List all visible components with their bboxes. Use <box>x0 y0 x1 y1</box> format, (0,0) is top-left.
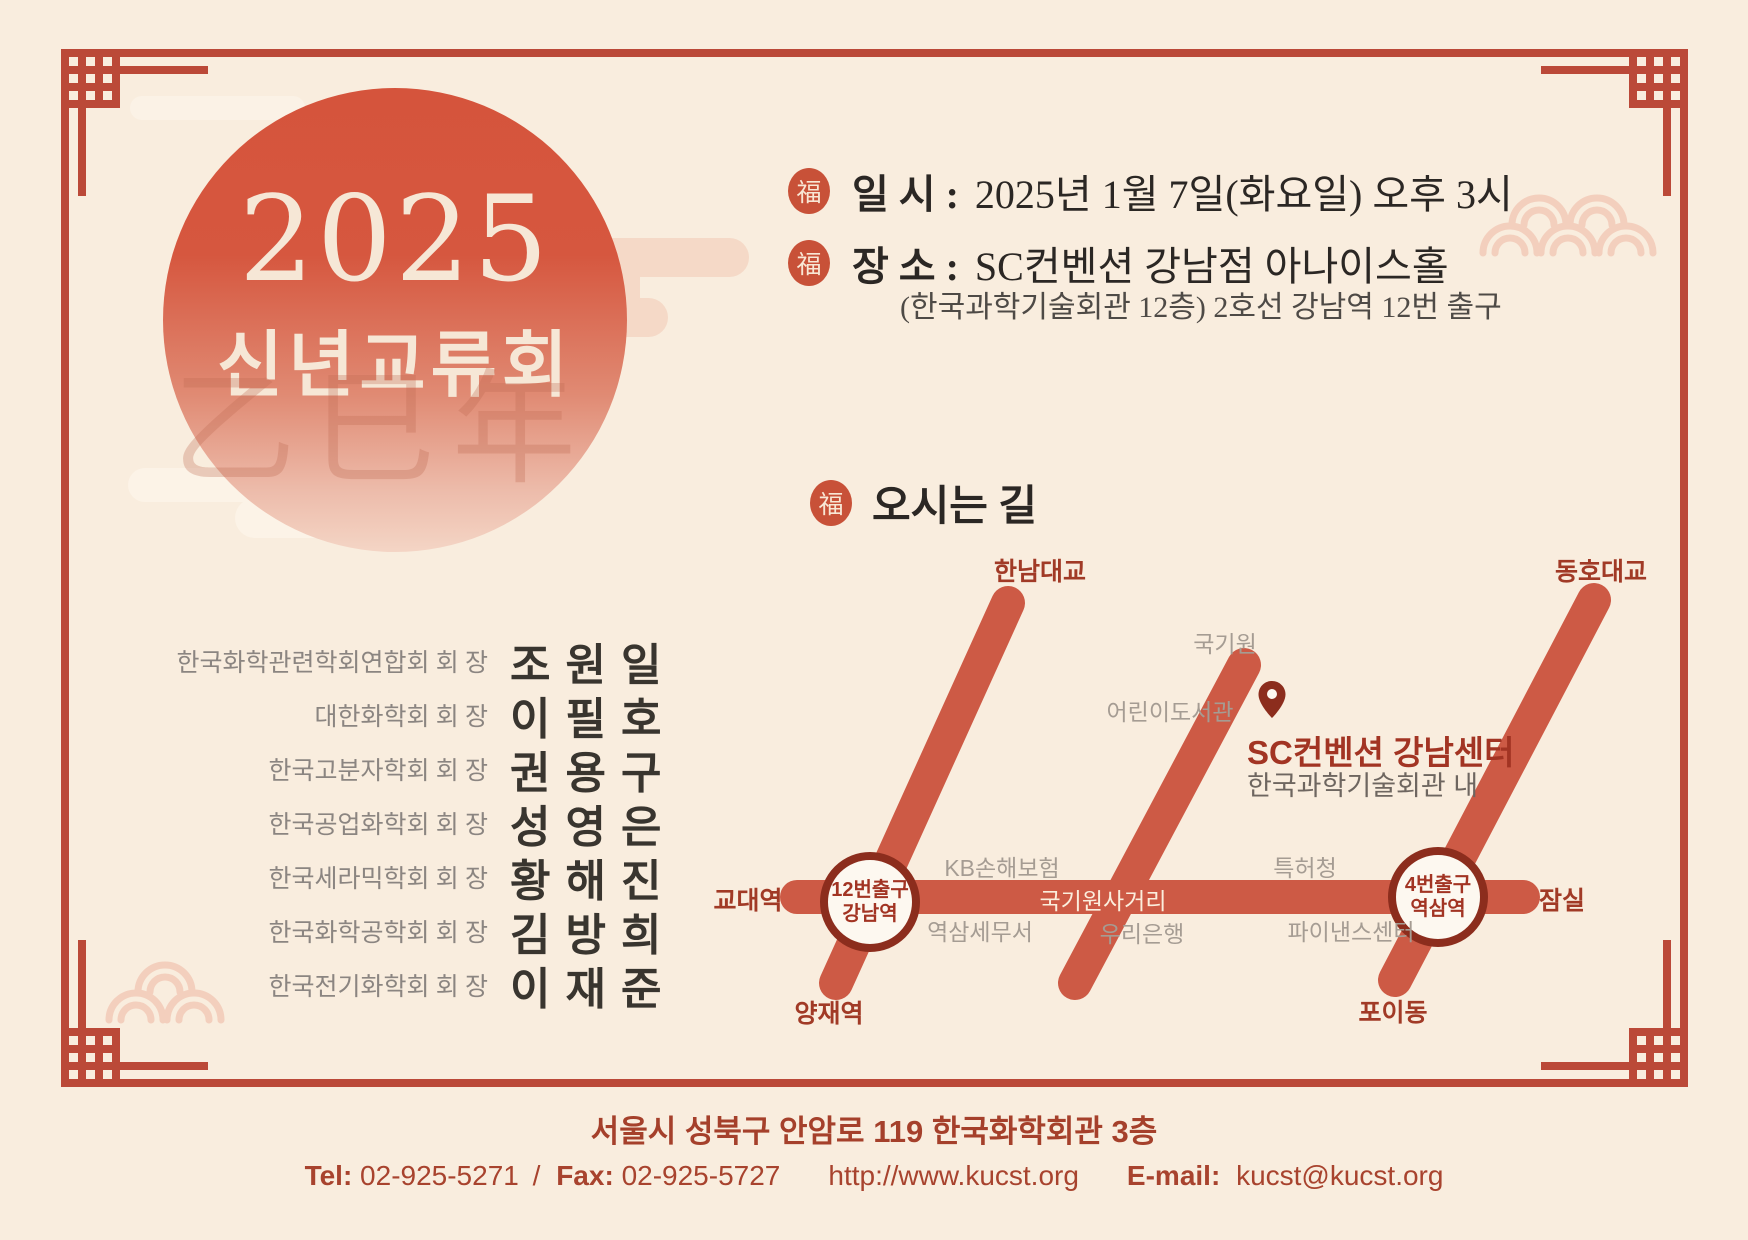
map-label-children-library: 어린이도서관 <box>1106 699 1234 725</box>
president-name: 성영은 <box>510 803 677 852</box>
hero-circle: 2025 신년교류회 <box>163 88 627 552</box>
directions-heading: 福 오시는 길 <box>810 472 1037 533</box>
footer-email: E-mail: kucst@kucst.org <box>1127 1160 1444 1192</box>
hero-title: 신년교류회 <box>216 326 574 406</box>
email-value: kucst@kucst.org <box>1236 1160 1444 1191</box>
president-name: 권용구 <box>510 749 677 798</box>
datetime-value: 2025년 1월 7일(화요일) 오후 3시 <box>974 172 1513 217</box>
station-exit: 4번출구 <box>1404 874 1472 896</box>
road-gukgiwon <box>1058 648 1261 1000</box>
president-name: 김방희 <box>510 911 677 960</box>
president-row: 한국전기화학회 회 장 이재준 <box>128 958 661 1014</box>
corner-lattice-top-left <box>61 49 208 196</box>
president-name: 조원일 <box>510 641 677 690</box>
fax-label: Fax: <box>556 1160 614 1191</box>
president-row: 한국공업화학회 회 장 성영은 <box>128 796 661 852</box>
map-label-woori-bank: 우리은행 <box>1099 921 1185 947</box>
map-label-gukgiwon: 국기원 <box>1193 631 1257 657</box>
map-roads-svg <box>780 583 1611 1000</box>
map-label-gyodae: 교대역 <box>713 887 783 915</box>
footer-address: 서울시 성북구 안암로 119 한국화학회관 3층 <box>590 1114 1158 1149</box>
venue-value: SC컨벤션 강남점 아나이스홀 <box>974 244 1449 289</box>
map-label-intersection: 국기원사거리 <box>1039 888 1167 914</box>
station-exit: 12번출구 <box>831 879 909 901</box>
frame-lines <box>61 49 1688 1087</box>
map-label-patent-office: 특허청 <box>1273 855 1337 881</box>
map-label-jamsil: 잠실 <box>1538 887 1586 915</box>
president-name: 이필호 <box>510 695 677 744</box>
presidents-list: 한국화학관련학회연합회 회 장 조원일 대한화학회 회 장 이필호 한국고분자학… <box>128 634 661 1014</box>
president-row: 한국세라믹학회 회 장 황해진 <box>128 850 661 906</box>
president-row: 한국고분자학회 회 장 권용구 <box>128 742 661 798</box>
cloud-decoration <box>130 96 305 120</box>
footer-contact: Tel: 02-925-5271 / Fax: 02-925-5727 http… <box>0 1160 1748 1192</box>
station-label-yeoksam: 4번출구 역삼역 <box>1405 873 1471 921</box>
president-row: 한국화학공학회 회 장 김방희 <box>128 904 661 960</box>
fortune-badge-icon: 福 <box>788 240 830 286</box>
footer-tel-fax: Tel: 02-925-5271 / Fax: 02-925-5727 <box>305 1160 781 1192</box>
org-label: 한국화학공학회 회 장 <box>268 920 488 947</box>
map-label-dongho-bridge: 동호대교 <box>1554 558 1648 586</box>
map-label-hannam-bridge: 한남대교 <box>993 558 1087 586</box>
map-venue-name: SC컨벤션 강남센터 <box>1247 734 1515 771</box>
fax-value: 02-925-5727 <box>621 1160 781 1191</box>
footer-url: http://www.kucst.org <box>828 1160 1079 1191</box>
directions-map: 한남대교 동호대교 국기원 어린이도서관 KB손해보험 특허청 역삼세무서 우리… <box>650 490 1710 1040</box>
president-name: 이재준 <box>510 965 677 1014</box>
venue-row: 福 장 소 : SC컨벤션 강남점 아나이스홀 <box>788 234 1449 292</box>
president-row: 한국화학관련학회연합회 회 장 조원일 <box>128 634 661 690</box>
datetime-label: 일 시 : <box>852 172 959 217</box>
station-name: 역삼역 <box>1410 898 1466 920</box>
directions-title: 오시는 길 <box>872 484 1038 530</box>
slash-separator: / <box>532 1160 541 1191</box>
tel-label: Tel: <box>304 1160 353 1191</box>
org-label: 대한화학회 회 장 <box>314 704 488 731</box>
map-venue-sub: 한국과학기술회관 내 <box>1247 771 1479 801</box>
station-label-gangnam: 12번출구 강남역 <box>831 878 908 926</box>
map-label-finance-center: 파이낸스센터 <box>1287 919 1415 945</box>
fortune-badge-icon: 福 <box>810 479 852 526</box>
map-label-poi-dong: 포이동 <box>1358 999 1428 1027</box>
org-label: 한국고분자학회 회 장 <box>268 758 488 785</box>
email-label: E-mail: <box>1126 1160 1221 1191</box>
president-row: 대한화학회 회 장 이필호 <box>128 688 661 744</box>
station-circle-gangnam <box>820 852 920 952</box>
station-name: 강남역 <box>842 903 898 925</box>
fortune-badge-icon: 福 <box>788 168 830 214</box>
map-label-kb-insurance: KB손해보험 <box>944 855 1060 881</box>
tel-value: 02-925-5271 <box>360 1160 519 1191</box>
org-label: 한국화학관련학회연합회 회 장 <box>176 650 488 677</box>
datetime-row: 福 일 시 : 2025년 1월 7일(화요일) 오후 3시 <box>788 162 1513 220</box>
president-name: 황해진 <box>510 857 677 906</box>
map-label-yangjae: 양재역 <box>794 1000 864 1028</box>
location-pin-icon <box>1258 681 1286 718</box>
org-label: 한국세라믹학회 회 장 <box>268 866 488 893</box>
corner-lattice-top-right <box>1541 49 1688 196</box>
org-label: 한국공업화학회 회 장 <box>268 812 488 839</box>
station-circle-yeoksam <box>1388 847 1488 947</box>
zodiac-watermark: 乙巳年 <box>172 358 593 502</box>
map-label-tax-office: 역삼세무서 <box>927 919 1033 945</box>
org-label: 한국전기화학회 회 장 <box>268 974 488 1001</box>
venue-label: 장 소 : <box>852 244 959 289</box>
hero-year: 2025 <box>238 170 552 308</box>
venue-detail: (한국과학기술회관 12층) 2호선 강남역 12번 출구 <box>900 291 1502 324</box>
